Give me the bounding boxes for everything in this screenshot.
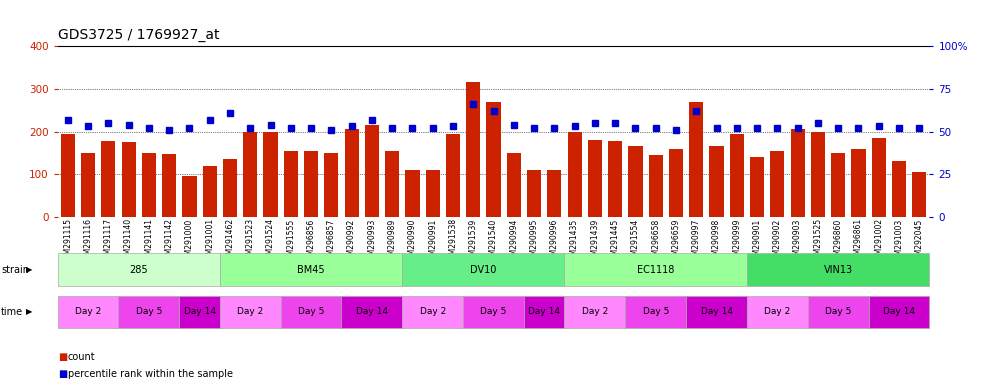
Bar bbox=[101, 141, 115, 217]
Text: DV10: DV10 bbox=[470, 265, 497, 275]
Bar bbox=[182, 176, 197, 217]
Text: VIN13: VIN13 bbox=[824, 265, 853, 275]
Bar bbox=[710, 146, 724, 217]
Text: Day 2: Day 2 bbox=[238, 308, 263, 316]
Bar bbox=[669, 149, 683, 217]
Bar bbox=[649, 155, 663, 217]
Bar bbox=[223, 159, 237, 217]
Bar bbox=[507, 153, 521, 217]
Bar bbox=[81, 153, 95, 217]
Bar bbox=[466, 83, 480, 217]
Text: ■: ■ bbox=[58, 352, 67, 362]
Bar bbox=[283, 151, 298, 217]
Text: BM45: BM45 bbox=[297, 265, 325, 275]
Text: count: count bbox=[68, 352, 95, 362]
Text: Day 2: Day 2 bbox=[419, 308, 446, 316]
Text: 285: 285 bbox=[129, 265, 148, 275]
Text: Day 2: Day 2 bbox=[581, 308, 608, 316]
Bar bbox=[587, 140, 602, 217]
Bar bbox=[345, 129, 359, 217]
Bar bbox=[304, 151, 318, 217]
Bar bbox=[244, 131, 257, 217]
Bar bbox=[486, 102, 501, 217]
Bar bbox=[548, 170, 562, 217]
Bar bbox=[406, 170, 419, 217]
Bar bbox=[162, 154, 176, 217]
Bar bbox=[730, 134, 744, 217]
Text: Day 14: Day 14 bbox=[701, 308, 733, 316]
Bar bbox=[324, 153, 338, 217]
Bar bbox=[203, 166, 217, 217]
Text: EC1118: EC1118 bbox=[637, 265, 674, 275]
Text: Day 14: Day 14 bbox=[356, 308, 388, 316]
Bar bbox=[608, 141, 622, 217]
Text: time: time bbox=[1, 307, 23, 317]
Bar bbox=[770, 151, 784, 217]
Text: ▶: ▶ bbox=[26, 265, 33, 274]
Text: Day 5: Day 5 bbox=[480, 308, 507, 316]
Bar bbox=[61, 134, 75, 217]
Bar bbox=[790, 129, 805, 217]
Text: Day 5: Day 5 bbox=[298, 308, 324, 316]
Text: Day 5: Day 5 bbox=[136, 308, 162, 316]
Text: Day 2: Day 2 bbox=[75, 308, 101, 316]
Text: strain: strain bbox=[1, 265, 29, 275]
Bar bbox=[628, 146, 642, 217]
Text: percentile rank within the sample: percentile rank within the sample bbox=[68, 369, 233, 379]
Text: GDS3725 / 1769927_at: GDS3725 / 1769927_at bbox=[58, 28, 219, 42]
Text: ▶: ▶ bbox=[26, 308, 33, 316]
Text: Day 14: Day 14 bbox=[883, 308, 915, 316]
Text: Day 5: Day 5 bbox=[825, 308, 851, 316]
Bar bbox=[831, 153, 845, 217]
Text: Day 5: Day 5 bbox=[642, 308, 669, 316]
Bar bbox=[425, 170, 439, 217]
Bar bbox=[263, 131, 277, 217]
Bar bbox=[811, 131, 825, 217]
Bar bbox=[385, 151, 400, 217]
Bar bbox=[872, 138, 886, 217]
Bar bbox=[689, 102, 704, 217]
Bar bbox=[365, 125, 379, 217]
Bar bbox=[750, 157, 764, 217]
Bar bbox=[912, 172, 926, 217]
Text: Day 14: Day 14 bbox=[184, 308, 216, 316]
Bar bbox=[892, 161, 907, 217]
Bar bbox=[568, 131, 581, 217]
Text: Day 14: Day 14 bbox=[528, 308, 561, 316]
Bar bbox=[527, 170, 541, 217]
Bar bbox=[446, 134, 460, 217]
Bar bbox=[121, 142, 136, 217]
Bar bbox=[851, 149, 866, 217]
Bar bbox=[142, 153, 156, 217]
Text: Day 2: Day 2 bbox=[764, 308, 790, 316]
Text: ■: ■ bbox=[58, 369, 67, 379]
